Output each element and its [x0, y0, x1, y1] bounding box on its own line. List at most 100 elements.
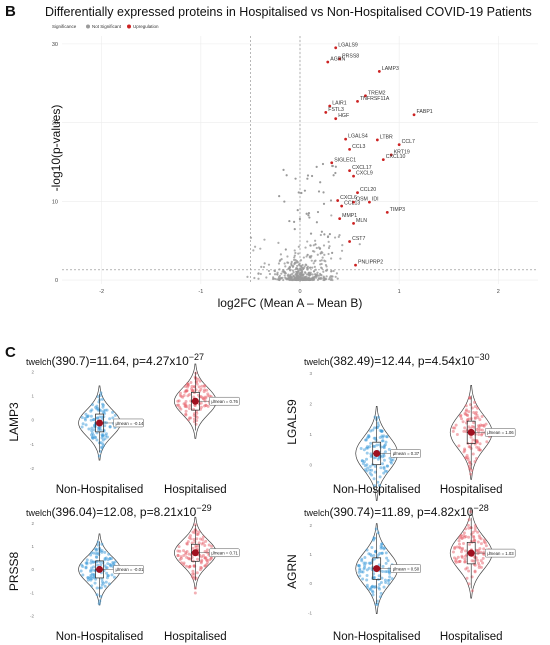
x-axis-label: log2FC (Mean A – Mean B) [218, 296, 363, 310]
violin-prss8-point [103, 564, 107, 568]
volcano-point-not-significant [307, 212, 311, 215]
volcano-point-not-significant [324, 277, 327, 280]
violin-prss8-point [96, 563, 100, 567]
violin-lgals9-point [455, 433, 459, 437]
legend-marker-upregulation [127, 24, 131, 29]
violin-lgals9-point [477, 424, 481, 428]
volcano-point-not-significant [290, 277, 293, 281]
violin-agrn-ytick: -1 [308, 610, 312, 615]
violin-agrn-point [456, 555, 460, 559]
violin-prss8-point [186, 540, 190, 544]
volcano-point-not-significant [294, 251, 297, 255]
volcano-point-not-significant [299, 268, 303, 271]
violin-prss8-point [191, 569, 195, 573]
violin-agrn-point [365, 548, 369, 552]
violin-lgals9-point [467, 425, 471, 429]
volcano-point-not-significant [304, 277, 307, 280]
violin-lgals9-point [478, 418, 482, 422]
volcano-point-hgf [334, 117, 338, 121]
violin-lamp3-point [95, 404, 99, 408]
volcano-point-not-significant [267, 269, 271, 273]
volcano-point-not-significant [331, 164, 334, 168]
violin-lamp3-point [92, 417, 96, 421]
volcano-point-not-significant [316, 210, 320, 214]
violin-agrn-point [370, 585, 374, 589]
violin-prss8-point [91, 568, 95, 572]
violin-lamp3-point [86, 414, 90, 418]
volcano-point-not-significant [317, 190, 321, 193]
violin-lgals9-point [365, 457, 369, 461]
violin-lamp3-point [84, 412, 88, 416]
volcano-point-not-significant [283, 262, 286, 265]
violin-agrn-point [473, 539, 477, 543]
violin-lgals9-point [473, 460, 477, 464]
violin-agrn-point [363, 556, 367, 560]
violin-prss8-point [205, 558, 209, 562]
violin-agrn-point [357, 564, 361, 568]
violin-agrn-ytick: 1 [309, 552, 312, 557]
violin-lamp3-point [111, 410, 115, 414]
violin-agrn-point [374, 527, 378, 531]
violin-prss8-point [187, 552, 191, 556]
volcano-point-not-significant [283, 200, 286, 203]
violin-lamp3-mean-label-0: μ̂mean = -0.14 [116, 421, 145, 426]
volcano-point-not-significant [295, 270, 298, 273]
violin-agrn-point [383, 546, 387, 550]
volcano-point-not-significant [297, 191, 300, 194]
volcano-point-timp3-label: TIMP3 [390, 207, 405, 213]
violin-prss8-point [192, 572, 196, 576]
violin-lamp3-point [89, 433, 93, 437]
violin-prss8-point [201, 541, 205, 545]
volcano-point-not-significant [301, 263, 304, 267]
violin-lamp3-point [104, 434, 108, 438]
violin-prss8-shape-0 [78, 533, 121, 606]
violin-lgals9-point [368, 471, 372, 475]
violin-agrn-point [479, 542, 483, 546]
violin-lamp3-point [182, 394, 186, 398]
violin-lgals9-point [383, 450, 387, 454]
violin-lgals9-point [471, 452, 475, 456]
violin-prss8-point [106, 562, 110, 566]
violin-prss8-point [112, 575, 116, 579]
violin-lgals9-point [365, 451, 369, 455]
violin-prss8-point [182, 549, 186, 553]
volcano-point-not-significant [312, 262, 315, 265]
violin-lgals9-point [464, 456, 468, 460]
volcano-point-not-significant [322, 275, 325, 278]
violin-agrn-point [378, 587, 382, 591]
violin-agrn-point [385, 556, 389, 560]
volcano-point-not-significant [289, 269, 292, 272]
violin-agrn-point [375, 603, 379, 607]
volcano-point-not-significant [313, 275, 316, 279]
volcano-point-not-significant [332, 269, 335, 273]
violin-lamp3-point [190, 389, 194, 393]
violin-prss8-point [110, 573, 114, 577]
violin-prss8-point [103, 557, 107, 561]
violin-prss8-point [193, 540, 197, 544]
violin-agrn-mean-label-1: μ̂mean = 1.03 [487, 551, 514, 556]
volcano-point-not-significant [329, 199, 333, 202]
x-tick-label: -1 [198, 289, 203, 295]
violin-lamp3-point [84, 423, 88, 427]
volcano-point-not-significant [282, 168, 285, 171]
violin-agrn-point [470, 589, 474, 593]
volcano-point-prss8 [338, 57, 342, 61]
volcano-point-not-significant [253, 245, 257, 248]
violin-lamp3-point [186, 384, 190, 388]
volcano-point-not-significant [330, 269, 333, 273]
volcano-point-not-significant [297, 269, 300, 273]
violin-lamp3-mean-box-1 [209, 396, 240, 406]
violin-lgals9-point [387, 447, 391, 451]
violin-agrn-point [467, 535, 471, 539]
violin-agrn-point [371, 590, 375, 594]
violin-prss8-point [81, 573, 85, 577]
violin-prss8-point [88, 577, 92, 581]
violin-lgals9-ytick: 0 [309, 463, 312, 468]
violin-prss8-mean-dot-1 [191, 549, 199, 557]
violin-agrn-point [460, 554, 464, 558]
violin-lgals9-point [464, 412, 468, 416]
volcano-point-not-significant [319, 276, 322, 279]
violin-lamp3-point [205, 388, 209, 392]
violin-agrn-point [458, 559, 462, 563]
